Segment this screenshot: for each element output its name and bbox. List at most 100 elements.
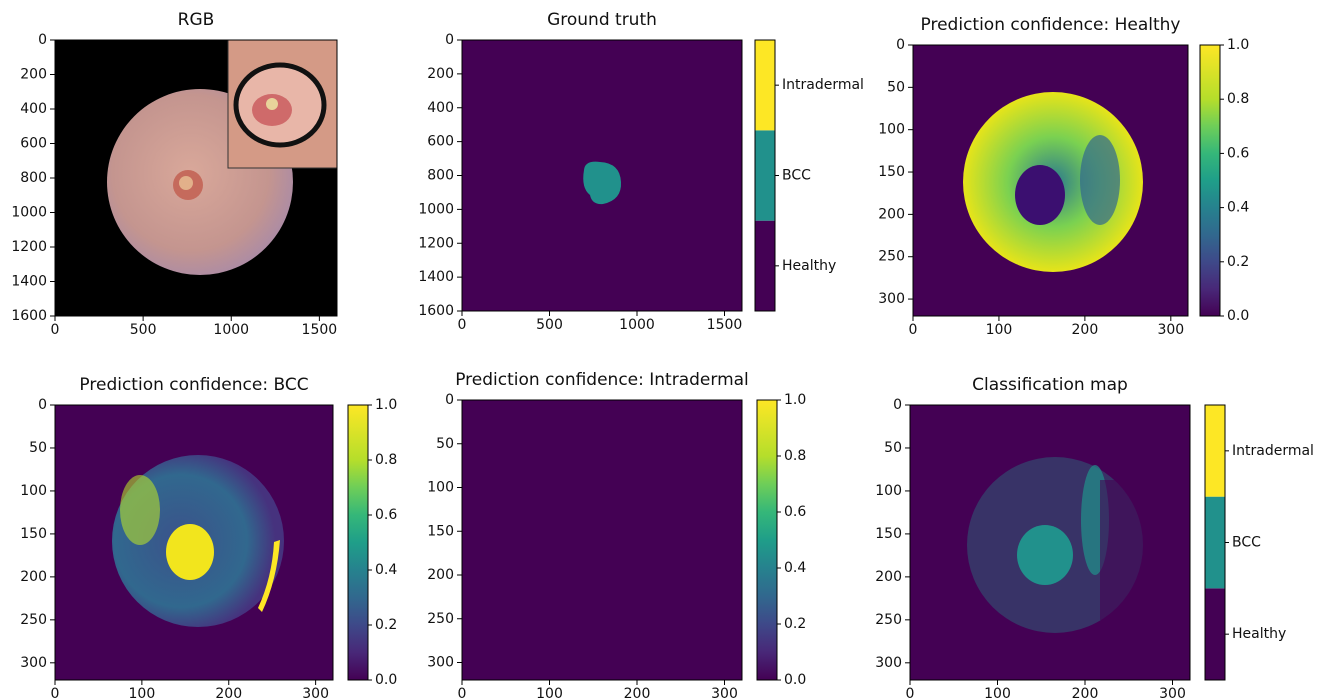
colorbar (757, 400, 777, 680)
colorbar-block (1205, 496, 1225, 589)
y-tick-label: 1000 (11, 205, 47, 221)
y-tick-label: 100 (20, 483, 47, 499)
y-tick-label: 300 (427, 655, 454, 671)
colorbar-label: Healthy (1232, 626, 1286, 642)
y-tick-label: 200 (20, 67, 47, 83)
x-tick-label: 0 (909, 322, 918, 338)
colorbar-block (755, 220, 775, 311)
colorbar-tick-label: 0.0 (1227, 308, 1249, 324)
y-tick-label: 200 (20, 569, 47, 585)
colorbar-block (1205, 588, 1225, 680)
colorbar-tick-label: 0.2 (375, 617, 397, 633)
y-tick-label: 300 (20, 655, 47, 671)
colorbar-tick-label: 0.4 (1227, 200, 1249, 216)
y-tick-label: 50 (436, 436, 454, 452)
y-tick-label: 150 (875, 526, 902, 542)
y-tick-label: 0 (896, 37, 905, 53)
colorbar-frame (1204, 404, 1226, 681)
y-tick-label: 1600 (11, 308, 47, 324)
y-tick-label: 600 (20, 136, 47, 152)
x-tick-label: 1000 (619, 317, 655, 333)
y-tick-label: 0 (445, 392, 454, 408)
colorbar-label: BCC (1232, 535, 1261, 551)
x-tick-label: 0 (458, 317, 467, 333)
colorbar-frame (1199, 44, 1221, 317)
y-tick-label: 150 (427, 523, 454, 539)
x-tick-label: 500 (536, 317, 563, 333)
axes-frame (461, 399, 743, 681)
colorbar-tick-label: 0.4 (375, 562, 397, 578)
y-tick-label: 1200 (418, 235, 454, 251)
axes-frame (54, 404, 334, 681)
colorbar-tick-label: 1.0 (784, 392, 806, 408)
image-content (55, 39, 1190, 680)
colorbar-block (755, 130, 775, 221)
x-tick-label: 200 (215, 686, 242, 700)
colorbar (1200, 45, 1220, 316)
x-tick-label: 1500 (707, 317, 743, 333)
y-tick-label: 800 (427, 168, 454, 184)
y-tick-label: 100 (875, 483, 902, 499)
y-tick-label: 50 (29, 440, 47, 456)
colorbar-label: Intradermal (1232, 443, 1314, 459)
panel-title: Prediction confidence: Intradermal (455, 370, 749, 390)
x-tick-label: 200 (624, 686, 651, 700)
y-tick-label: 250 (427, 611, 454, 627)
x-tick-label: 300 (711, 686, 738, 700)
colorbar-frame (754, 39, 776, 312)
y-tick-label: 300 (875, 655, 902, 671)
x-tick-label: 100 (986, 322, 1013, 338)
colorbar-tick-label: 0.2 (784, 616, 806, 632)
y-tick-label: 1200 (11, 239, 47, 255)
colorbar-block (755, 40, 775, 131)
colorbar-tick-label: 0.8 (784, 448, 806, 464)
colorbar-tick-label: 0.6 (784, 504, 806, 520)
y-tick-label: 150 (878, 164, 905, 180)
x-tick-label: 200 (1072, 686, 1099, 700)
panel-title: Prediction confidence: Healthy (921, 15, 1181, 35)
x-tick-label: 300 (1157, 322, 1184, 338)
x-tick-label: 300 (302, 686, 329, 700)
colorbar-label: BCC (782, 168, 811, 184)
x-tick-label: 0 (458, 686, 467, 700)
y-tick-label: 150 (20, 526, 47, 542)
x-tick-label: 1000 (213, 322, 249, 338)
x-tick-label: 0 (906, 686, 915, 700)
colorbar-tick-label: 0.6 (375, 507, 397, 523)
y-tick-label: 50 (884, 440, 902, 456)
x-tick-label: 0 (51, 686, 60, 700)
colorbar-tick-label: 0.6 (1227, 145, 1249, 161)
y-tick-label: 100 (878, 122, 905, 138)
colorbar-tick-label: 0.0 (784, 672, 806, 688)
colorbar-tick-label: 0.2 (1227, 254, 1249, 270)
axes-frame (909, 404, 1191, 681)
x-tick-label: 500 (130, 322, 157, 338)
colorbar-tick-label: 0.8 (375, 452, 397, 468)
y-tick-label: 250 (875, 612, 902, 628)
y-tick-label: 0 (445, 32, 454, 48)
colorbar-tick-label: 1.0 (1227, 37, 1249, 53)
y-tick-label: 200 (878, 206, 905, 222)
colorbar-tick-label: 1.0 (375, 397, 397, 413)
colorbar-tick-label: 0.8 (1227, 91, 1249, 107)
colorbar-frame (756, 399, 778, 681)
y-tick-label: 800 (20, 170, 47, 186)
y-tick-label: 200 (427, 567, 454, 583)
colorbar-label: Healthy (782, 258, 836, 274)
x-tick-label: 100 (984, 686, 1011, 700)
axes-frame (912, 44, 1189, 317)
y-tick-label: 0 (38, 397, 47, 413)
y-tick-label: 200 (427, 66, 454, 82)
y-tick-label: 1400 (11, 274, 47, 290)
x-tick-label: 100 (536, 686, 563, 700)
x-tick-label: 1500 (302, 322, 338, 338)
y-tick-label: 1600 (418, 303, 454, 319)
panel-title: Ground truth (547, 10, 657, 30)
y-tick-label: 1400 (418, 269, 454, 285)
colorbar-label: Intradermal (782, 77, 864, 93)
y-tick-label: 1000 (418, 201, 454, 217)
x-tick-label: 100 (129, 686, 156, 700)
colorbar-tick-label: 0.0 (375, 672, 397, 688)
x-tick-label: 200 (1072, 322, 1099, 338)
y-tick-label: 50 (887, 79, 905, 95)
